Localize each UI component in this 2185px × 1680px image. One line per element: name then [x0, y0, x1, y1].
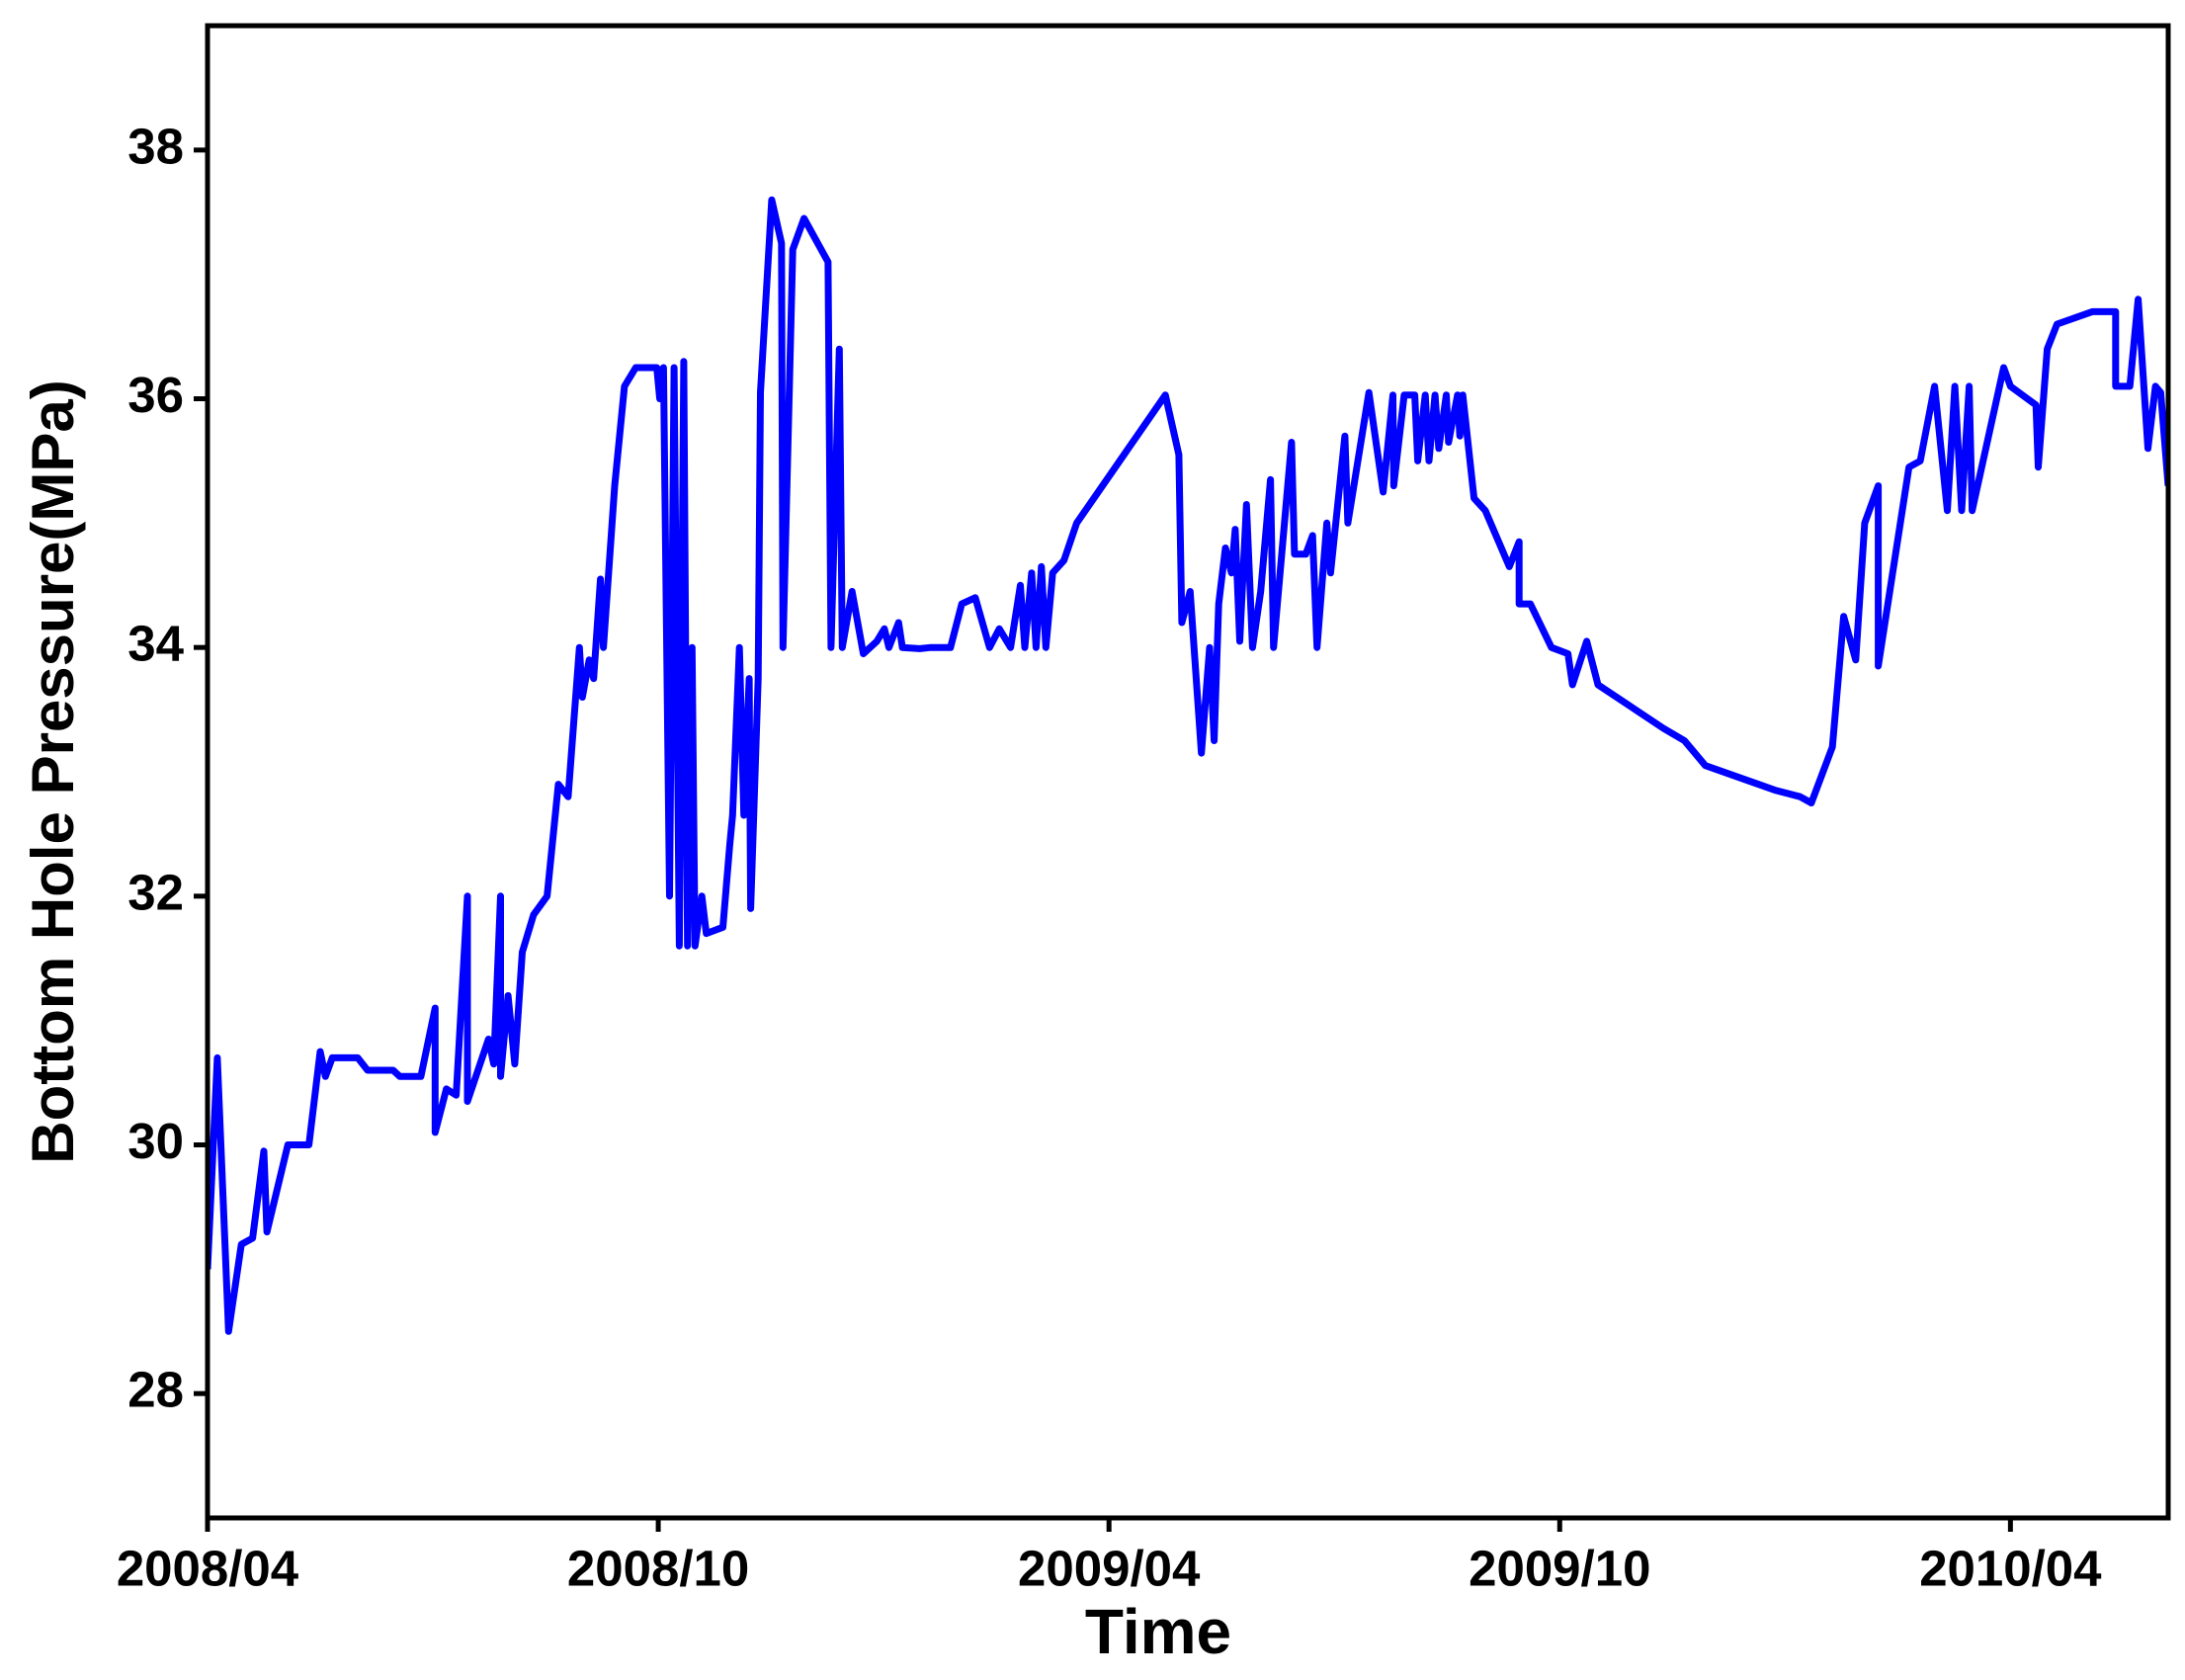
x-tick-label: 2008/04 — [117, 1540, 299, 1596]
x-tick-label: 2008/10 — [567, 1540, 749, 1596]
x-axis-title: Time — [1085, 1596, 1231, 1667]
y-axis-title: Bottom Hole Pressure(MPa) — [20, 379, 86, 1163]
x-tick-label: 2009/04 — [1018, 1540, 1201, 1596]
y-tick-label: 36 — [127, 367, 184, 423]
plot-frame — [205, 23, 2171, 1521]
data-line — [208, 196, 2168, 1335]
y-tick-label: 32 — [127, 864, 184, 920]
y-tick-label: 28 — [127, 1362, 184, 1418]
x-tick-label: 2010/04 — [1919, 1540, 2102, 1596]
x-tick-label: 2009/10 — [1469, 1540, 1650, 1596]
y-tick-label: 34 — [127, 616, 184, 672]
y-tick-label: 30 — [127, 1113, 184, 1169]
y-tick-label: 38 — [127, 118, 184, 174]
